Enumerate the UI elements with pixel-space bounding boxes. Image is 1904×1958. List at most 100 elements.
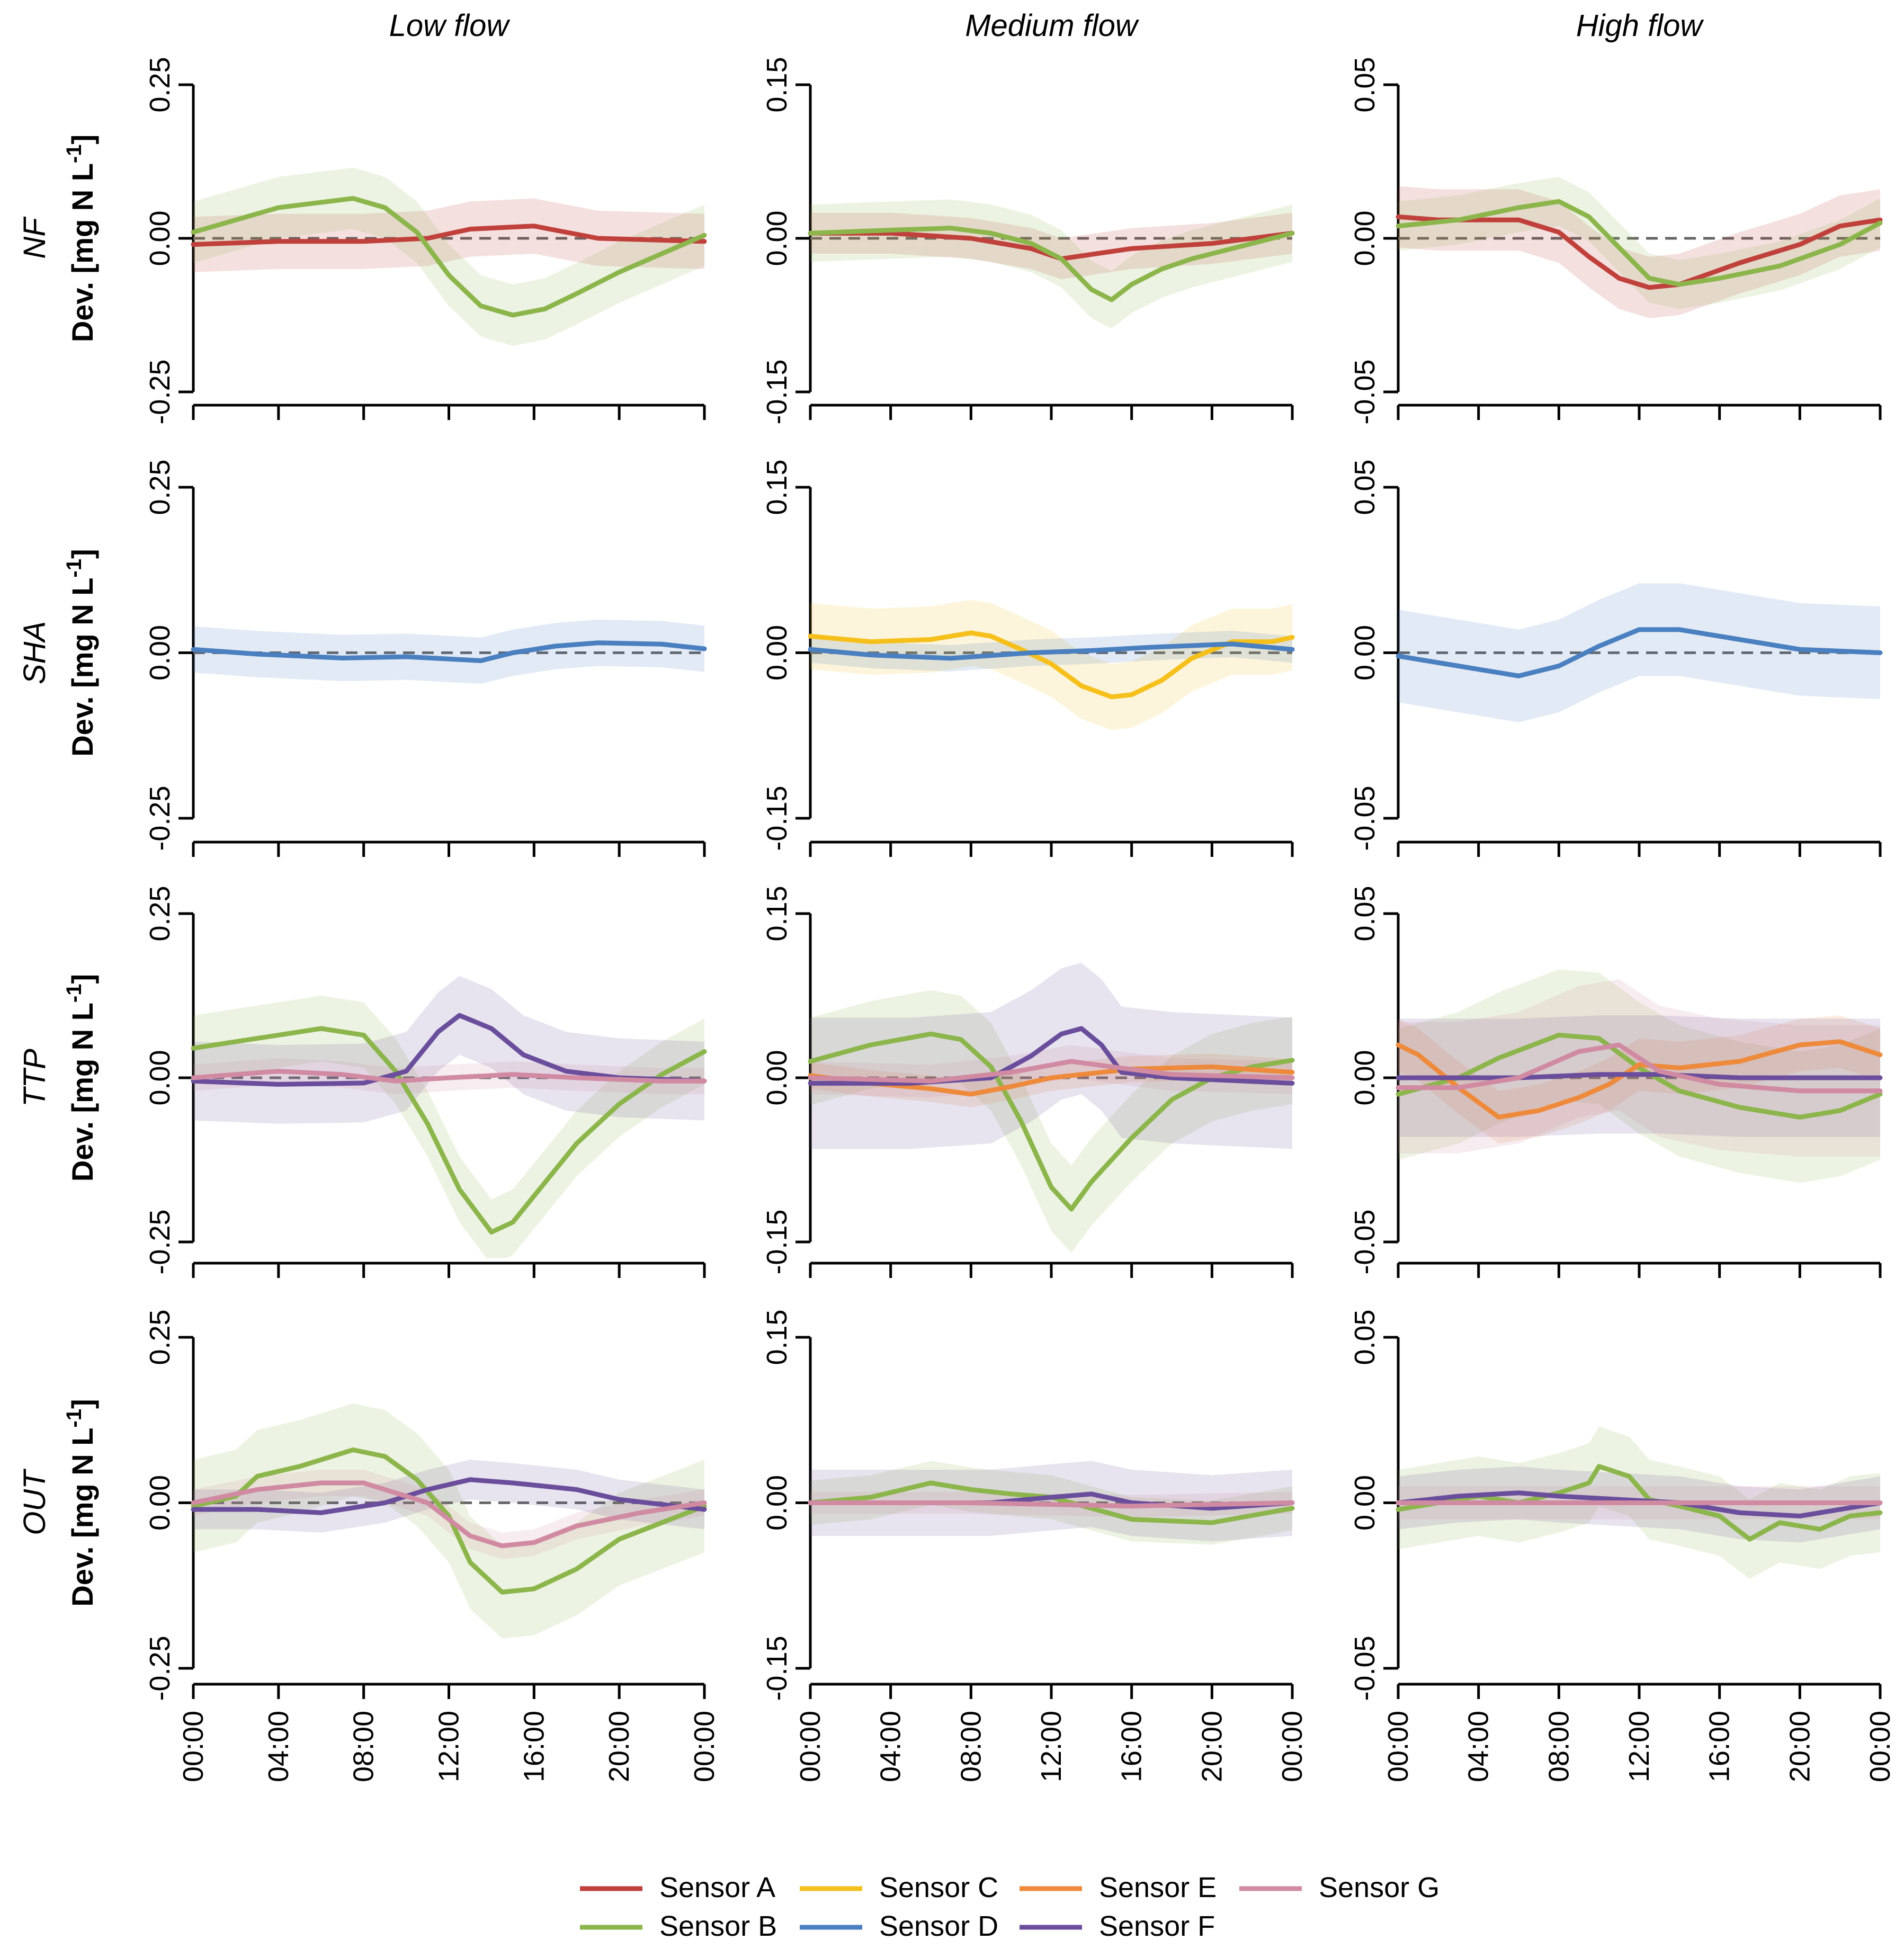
series-line-sensor-g (191, 1480, 707, 1549)
y-tick-label: -0.15 (761, 1209, 793, 1274)
y-axis-title-superscript: -1 (62, 984, 86, 1003)
panel-nf-0: -0.25 0.00 0.25 (144, 57, 707, 425)
series-line-sensor-b (1396, 1464, 1883, 1542)
series-line-sensor-d (1396, 627, 1883, 678)
y-tick-label: -0.05 (1349, 785, 1381, 851)
series-line-sensor-f (191, 1013, 707, 1087)
y-tick-label: 0.05 (1349, 459, 1381, 515)
y-tick-label: 0.00 (1349, 625, 1381, 681)
y-tick-label: -0.05 (1349, 359, 1381, 424)
series-line-sensor-a (1396, 214, 1883, 290)
y-tick-label: -0.05 (1349, 1635, 1381, 1701)
y-axis-title-superscript: -1 (62, 144, 86, 163)
panel-sha-2: -0.05 0.00 0.05 (1349, 459, 1883, 857)
panel-nf-1: -0.15 0.00 0.15 (761, 57, 1295, 425)
series-band-sensor-b (193, 996, 704, 1258)
y-tick-label: -0.25 (144, 359, 176, 424)
y-axis-title-superscript: -1 (62, 1409, 86, 1428)
y-axis-title-bracket: ] (66, 549, 99, 559)
legend-label: Sensor F (1099, 1910, 1215, 1942)
y-tick-label: 0.00 (144, 625, 176, 681)
y-tick-label: 0.00 (144, 210, 176, 266)
panel-out-2: -0.05 0.00 0.05 00:00 04:00 08:00 12:00 16:00 20… (1349, 1309, 1896, 1782)
x-tick-label: 00:00 (177, 1711, 209, 1782)
series-band-sensor-b (810, 990, 1292, 1253)
x-tick-label: 08:00 (1543, 1711, 1575, 1782)
panel-ttp-1: -0.15 0.00 0.15 (761, 886, 1295, 1278)
x-tick-label: 20:00 (1196, 1711, 1228, 1782)
series-line-sensor-g (191, 1069, 707, 1084)
x-tick-label: 00:00 (1276, 1711, 1308, 1782)
y-tick-label: 0.15 (761, 886, 793, 941)
x-tick-label: 04:00 (263, 1711, 294, 1782)
y-axis-title: Dev. [mg N L-1] (62, 974, 99, 1182)
y-tick-label: 0.00 (761, 1050, 793, 1105)
x-tick-label: 00:00 (689, 1711, 720, 1782)
y-axis-title-bracket: ] (66, 974, 99, 984)
row-title: TTP (17, 1049, 52, 1107)
panel-sha-0: -0.25 0.00 0.25 (144, 459, 707, 857)
x-tick-label: 20:00 (603, 1711, 635, 1782)
y-tick-label: -0.25 (144, 1635, 176, 1701)
series-band-sensor-e (1398, 1015, 1880, 1143)
y-axis-title: Dev. [mg N L-1] (62, 549, 99, 756)
series-band-sensor-b (810, 199, 1292, 329)
y-tick-label: 0.00 (144, 1050, 176, 1105)
y-axis-title-text: Dev. [mg N L (66, 1428, 99, 1607)
series-line-sensor-b (808, 1480, 1295, 1525)
panel-sha-1: -0.15 0.00 0.15 (761, 459, 1295, 857)
y-tick-label: -0.15 (761, 359, 793, 424)
y-tick-label: 0.05 (1349, 1309, 1381, 1365)
x-tick-label: 12:00 (1035, 1711, 1067, 1782)
x-tick-label: 16:00 (518, 1711, 550, 1782)
series-line-sensor-b (1396, 199, 1883, 287)
x-tick-label: 08:00 (348, 1711, 380, 1782)
series-line-sensor-b (808, 226, 1295, 302)
series-band-sensor-g (810, 1045, 1292, 1098)
y-tick-label: 0.00 (761, 625, 793, 681)
series-line-sensor-f (1396, 1490, 1883, 1518)
y-axis-title-text: Dev. [mg N L (66, 1003, 99, 1182)
panel-out-0: -0.25 0.00 0.25 00:00 04:00 08:00 12:00 16:00 20… (144, 1309, 720, 1782)
series-line-sensor-c (808, 630, 1295, 700)
y-tick-label: -0.05 (1349, 1209, 1381, 1274)
legend-label: Sensor G (1319, 1872, 1440, 1903)
series-line-sensor-b (191, 196, 707, 318)
x-tick-label: 12:00 (433, 1711, 465, 1782)
y-tick-label: 0.25 (144, 1309, 176, 1365)
legend-label: Sensor A (659, 1872, 775, 1903)
series-line-sensor-a (191, 223, 707, 247)
y-axis-title-text: Dev. [mg N L (66, 578, 99, 757)
series-line-sensor-d (191, 640, 707, 663)
series-band-sensor-b (193, 167, 704, 346)
y-tick-label: 0.00 (761, 1475, 793, 1531)
y-tick-label: -0.25 (144, 785, 176, 851)
series-band-sensor-d (1398, 583, 1880, 722)
y-tick-label: 0.15 (761, 459, 793, 515)
y-axis-title: Dev. [mg N L-1] (62, 1399, 99, 1606)
series-band-sensor-d (193, 620, 704, 684)
y-tick-label: -0.25 (144, 1209, 176, 1274)
y-tick-label: 0.15 (761, 57, 793, 112)
y-axis-title-text: Dev. [mg N L (66, 163, 99, 342)
y-tick-label: 0.25 (144, 886, 176, 941)
y-axis-title-bracket: ] (66, 135, 99, 145)
panel-nf-2: -0.05 0.00 0.05 (1349, 57, 1883, 425)
x-tick-label: 08:00 (955, 1711, 987, 1782)
legend-label: Sensor B (659, 1910, 777, 1942)
x-tick-label: 04:00 (875, 1711, 907, 1782)
y-tick-label: 0.25 (144, 57, 176, 112)
column-title: High flow (1576, 8, 1704, 43)
column-title: Medium flow (965, 8, 1139, 43)
x-tick-label: 20:00 (1784, 1711, 1816, 1782)
row-title: SHA (17, 621, 52, 684)
row-title: OUT (17, 1469, 52, 1535)
legend-label: Sensor E (1099, 1872, 1217, 1903)
x-tick-label: 00:00 (1864, 1711, 1896, 1782)
y-axis-title: Dev. [mg N L-1] (62, 135, 99, 342)
x-tick-label: 16:00 (1704, 1711, 1736, 1782)
x-tick-label: 00:00 (1382, 1711, 1414, 1782)
x-tick-label: 00:00 (794, 1711, 826, 1782)
y-tick-label: 0.00 (1349, 210, 1381, 266)
